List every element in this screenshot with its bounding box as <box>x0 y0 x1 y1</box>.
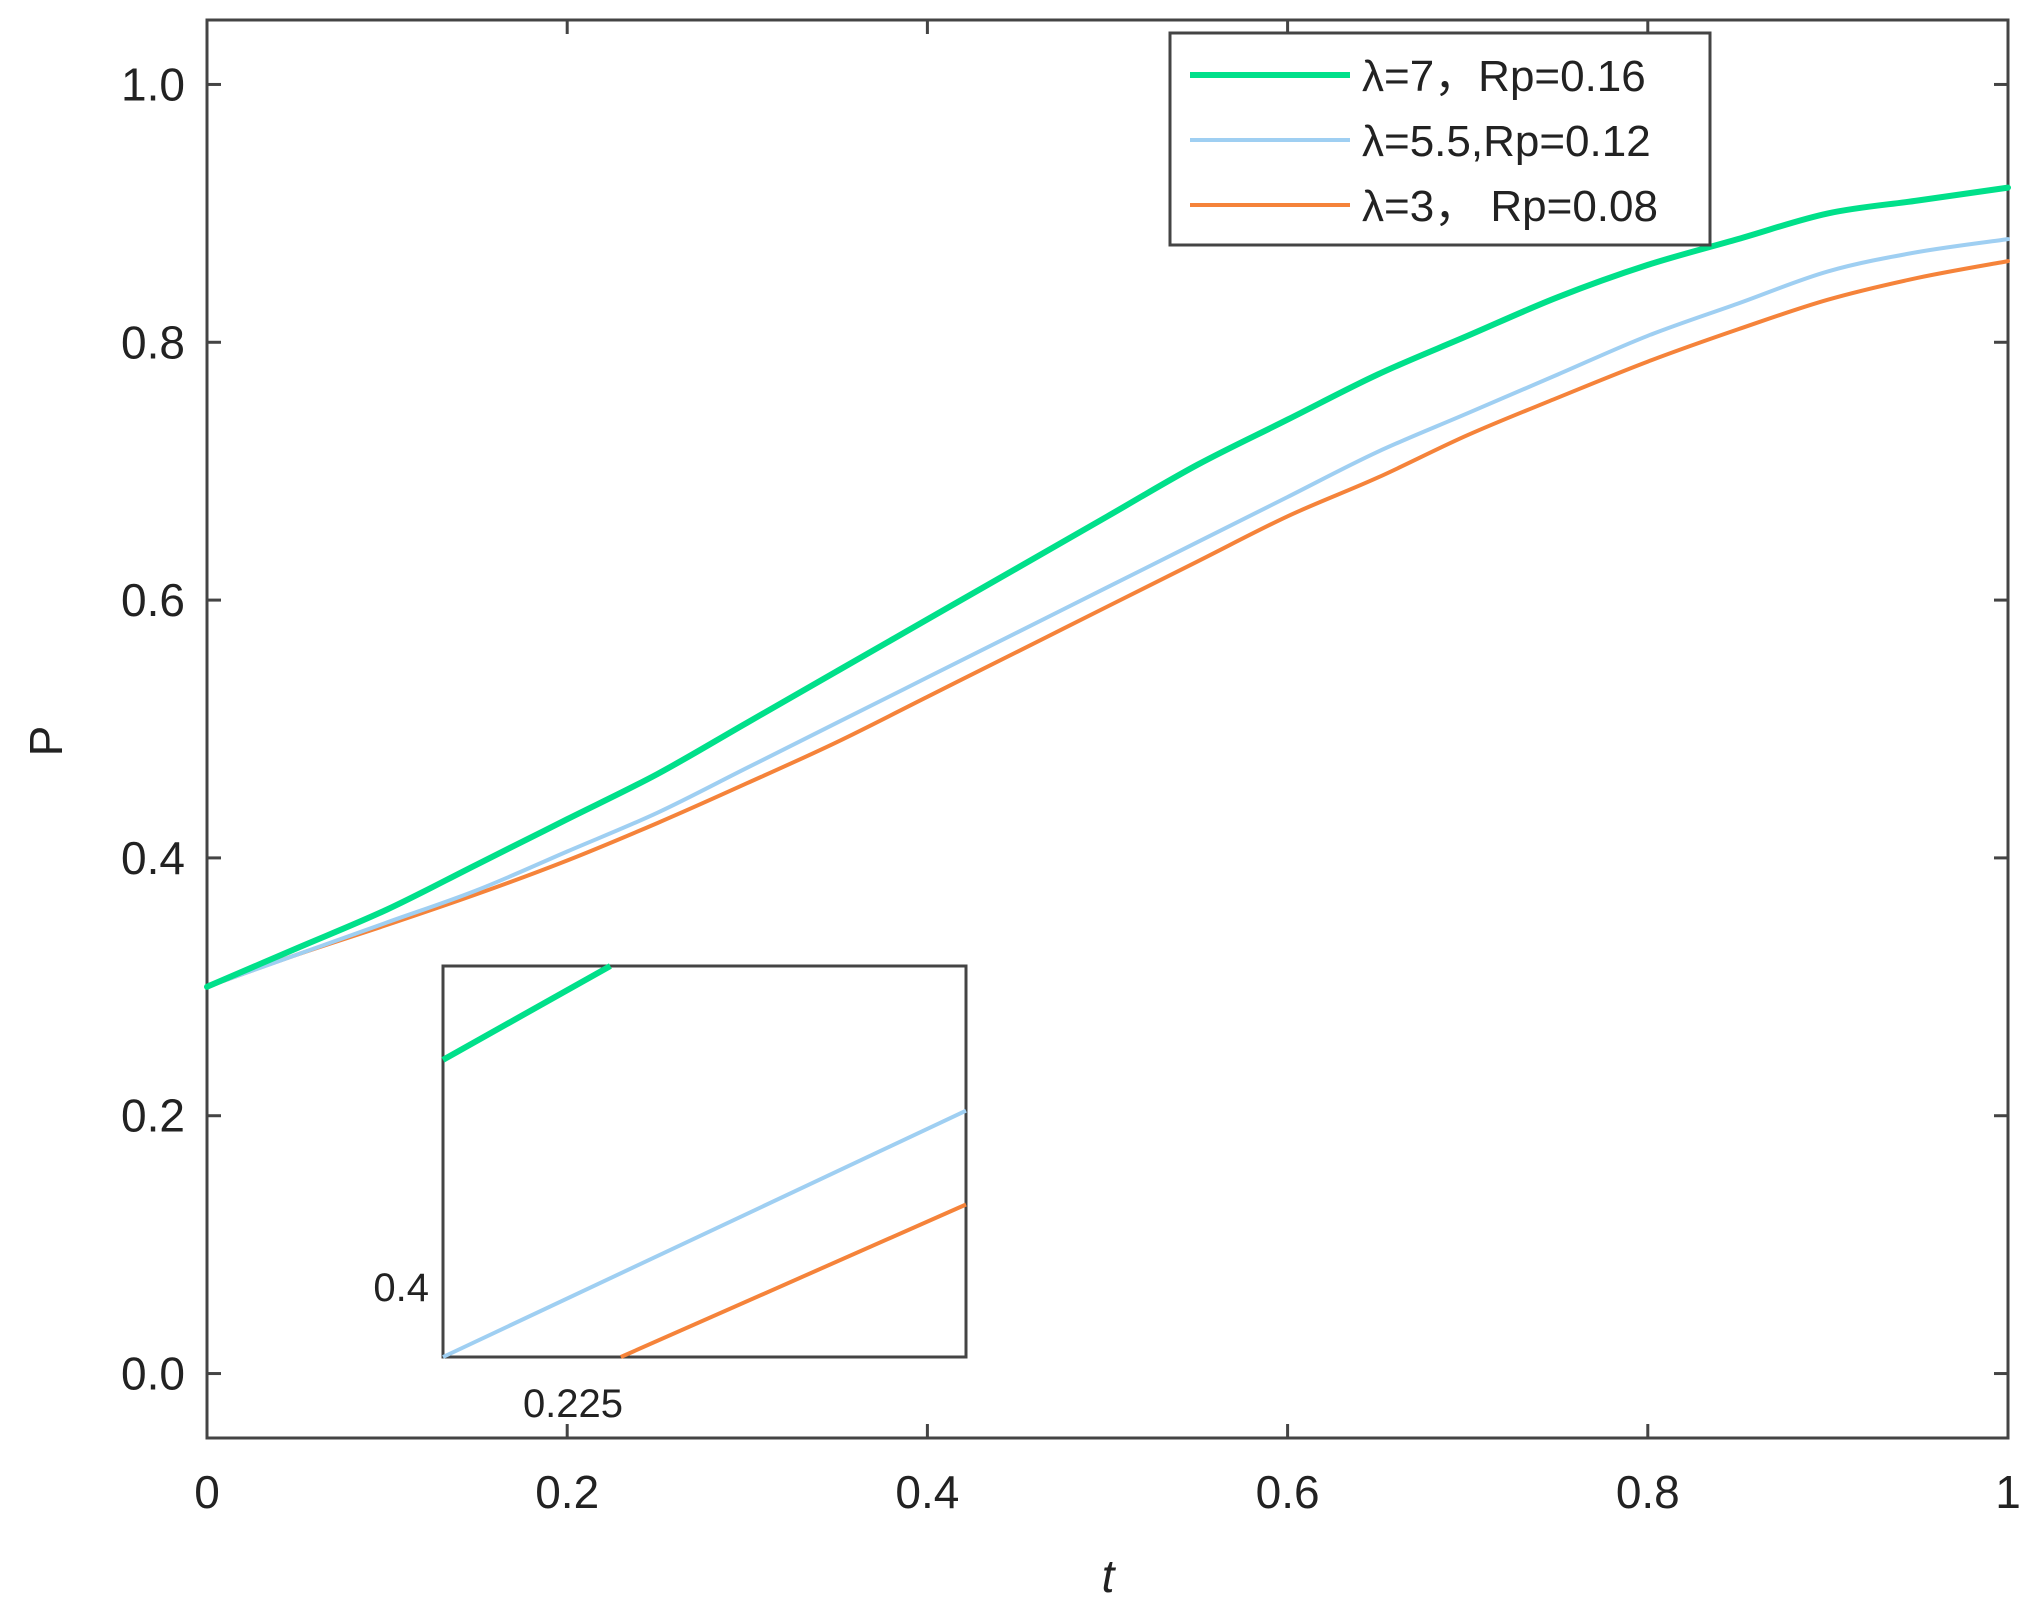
y-tick-label: 0.0 <box>121 1348 185 1400</box>
legend-label: λ=7，Rp=0.16 <box>1362 52 1646 101</box>
x-axis-title: t <box>1102 1550 1117 1602</box>
x-tick-label: 0 <box>194 1466 220 1518</box>
x-tick-label: 0.4 <box>895 1466 959 1518</box>
axis-ticks <box>205 20 2010 1438</box>
inset-series-line <box>441 963 612 1063</box>
legend-label: λ=3， Rp=0.08 <box>1362 182 1658 231</box>
inset-series-line <box>620 1202 967 1359</box>
y-tick-label: 1.0 <box>121 58 185 110</box>
series-line <box>205 259 2010 989</box>
legend: λ=7，Rp=0.16 λ=5.5,Rp=0.12 λ=3， Rp=0.08 <box>1168 31 1712 247</box>
series-line <box>205 237 2010 989</box>
series-line <box>204 184 2011 990</box>
inset-zoom: 0.4 0.225 <box>373 963 968 1426</box>
inset-frame <box>441 964 968 1359</box>
inset-x-tick-label: 0.225 <box>523 1382 623 1426</box>
x-tick-label: 1 <box>1995 1466 2021 1518</box>
x-tick-label: 0.6 <box>1256 1466 1320 1518</box>
series-lines <box>204 184 2011 990</box>
axis-tick-labels: 0 0.2 0.4 0.6 0.8 1 0.0 0.2 0.4 0.6 0.8 1.0 <box>121 58 2021 1518</box>
inset-series-line <box>442 1108 967 1359</box>
y-tick-label: 0.2 <box>121 1090 185 1142</box>
x-tick-label: 0.8 <box>1616 1466 1680 1518</box>
y-tick-label: 0.8 <box>121 316 185 368</box>
inset-y-tick-label: 0.4 <box>373 1266 429 1310</box>
y-tick-label: 0.4 <box>121 832 185 884</box>
y-tick-label: 0.6 <box>121 574 185 626</box>
y-axis-title: P <box>20 726 72 757</box>
legend-label: λ=5.5,Rp=0.12 <box>1362 117 1651 166</box>
x-tick-label: 0.2 <box>535 1466 599 1518</box>
plot-area-frame <box>205 18 2010 1440</box>
